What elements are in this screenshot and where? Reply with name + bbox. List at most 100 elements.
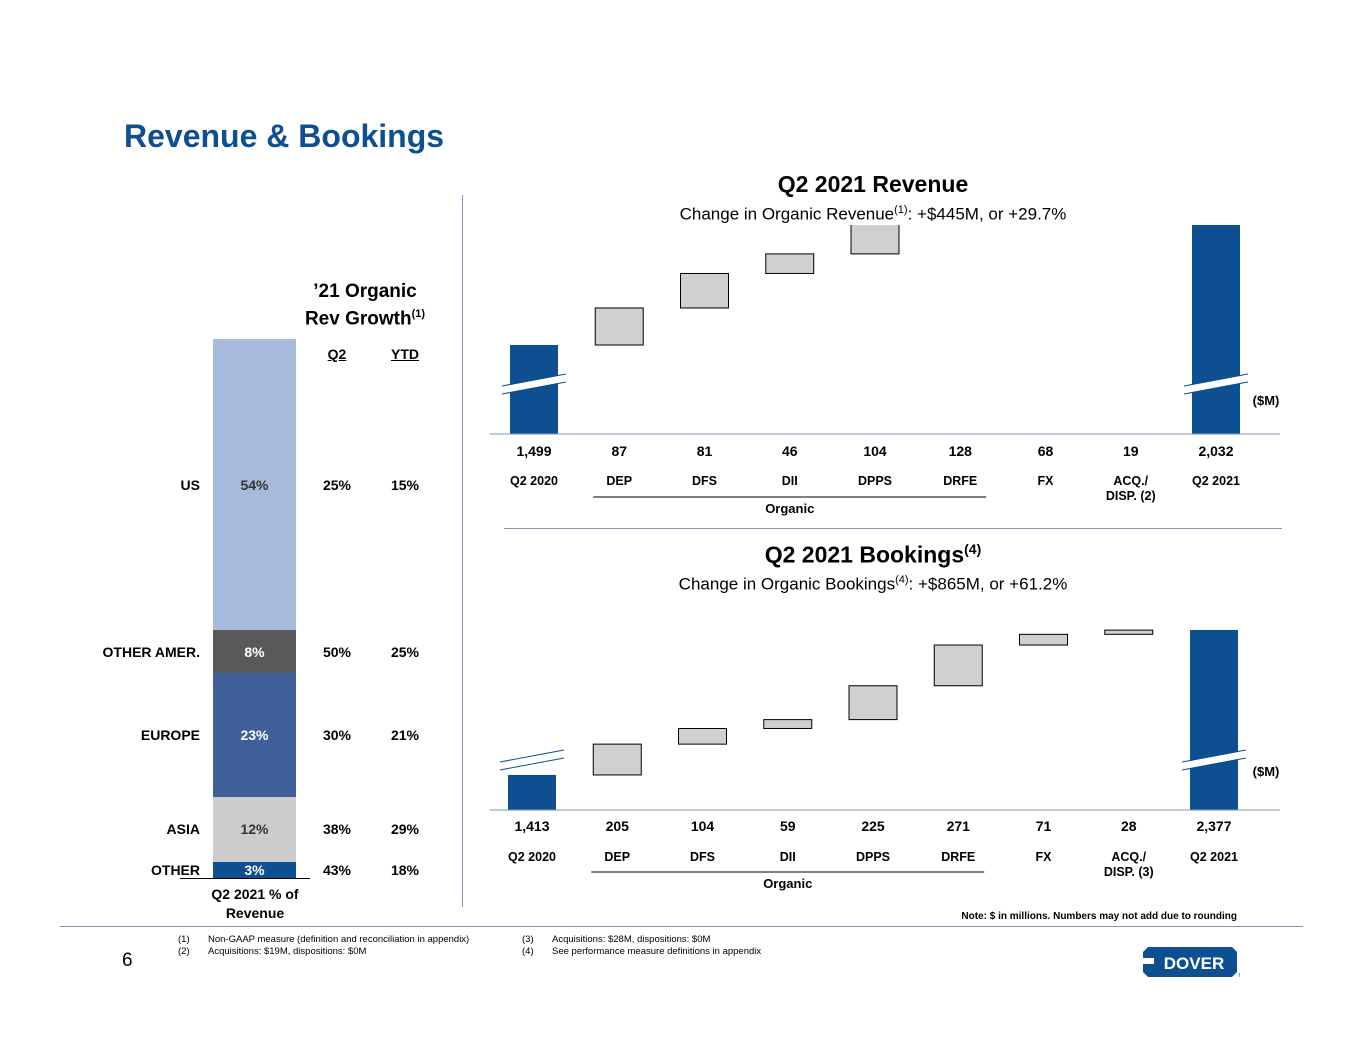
- axis-break-line: [1181, 757, 1247, 771]
- waterfall-value-label: 205: [606, 818, 630, 834]
- region-share-label: 54%: [240, 476, 269, 493]
- waterfall-category-label: DRFE: [941, 850, 975, 864]
- svg-text:®: ®: [1238, 972, 1240, 978]
- organic-group-label: Organic: [765, 501, 814, 516]
- waterfall-delta-bar: [678, 727, 727, 745]
- unit-label: ($M): [1253, 393, 1280, 408]
- waterfall-delta-bar: [592, 743, 642, 776]
- waterfall-category-label: FX: [1038, 474, 1055, 488]
- waterfall-value-label: 2,377: [1196, 818, 1231, 834]
- footnote-1-text: Non-GAAP measure (definition and reconci…: [208, 934, 470, 945]
- waterfall-category-label: DII: [780, 850, 796, 864]
- region-segment: [213, 861, 296, 878]
- bookings-subtitle-pre: Change in Organic Bookings: [678, 574, 896, 594]
- bookings-title-text: Q2 2021 Bookings: [764, 541, 965, 568]
- vertical-divider: [462, 195, 463, 907]
- page-number: 6: [122, 950, 133, 971]
- axis-break-line: [1181, 749, 1247, 763]
- waterfall-value-label: 87: [611, 443, 627, 459]
- footnote-note: Note: $ in millions. Numbers may not add…: [961, 911, 1237, 922]
- growth-title-line2: Rev Growth: [304, 308, 412, 330]
- footnote-2-text: Acquisitions: $19M, dispositions: $0M: [208, 946, 367, 957]
- waterfall-delta-bar: [933, 644, 983, 687]
- region-bar-baseline: [180, 878, 310, 879]
- waterfall-category-label: Q2 2020: [508, 850, 556, 864]
- region-share-label: 3%: [244, 862, 265, 878]
- charts-divider: [504, 528, 1282, 529]
- region-bar-caption-line1: Q2 2021 % of: [211, 886, 299, 902]
- revenue-subtitle-post: : +$445M, or +29.7%: [907, 204, 1067, 224]
- axis-break-line: [499, 749, 565, 763]
- waterfall-value-label: 68: [1038, 443, 1054, 459]
- region-growth-q2: 30%: [322, 727, 352, 744]
- waterfall-category-label: DFS: [692, 474, 717, 488]
- waterfall-category-label: Q2 2020: [510, 474, 558, 488]
- waterfall-value-label: 104: [863, 443, 887, 459]
- region-growth-q2: 43%: [322, 862, 352, 878]
- region-growth-ytd: 29%: [390, 821, 420, 838]
- waterfall-category-label: DII: [782, 474, 798, 488]
- region-bar-caption: Q2 2021 % of Revenue: [190, 885, 320, 923]
- revenue-chart-subtitle: Change in Organic Revenue(1): +$445M, or…: [523, 204, 1223, 225]
- waterfall-delta-bar: [850, 225, 900, 255]
- region-label: OTHER AMER.: [102, 643, 200, 660]
- waterfall-delta-bar: [594, 307, 644, 346]
- axis-break-mark: [1183, 374, 1249, 394]
- growth-title-sup: (1): [411, 308, 426, 320]
- axis-break-mark: [499, 750, 565, 770]
- unit-label: ($M): [1253, 764, 1280, 779]
- bookings-waterfall-chart: 1,413 Q2 2020 205 DEP 104 DFS 59 DII 225 DPPS 271 D…: [490, 629, 1280, 891]
- waterfall-value-label: 271: [947, 818, 971, 834]
- region-growth-ytd: 25%: [390, 643, 420, 660]
- waterfall-total-bar: [1192, 225, 1240, 434]
- revenue-waterfall-chart: 1,499 Q2 2020 87 DEP 81 DFS 46 DII 104 DPPS 128 DRF…: [490, 225, 1280, 516]
- axis-break-line: [499, 757, 565, 771]
- region-growth-ytd: 18%: [390, 862, 420, 878]
- waterfall-delta-bar: [848, 685, 898, 721]
- waterfall-delta-bar: [1104, 629, 1154, 635]
- waterfall-value-label: 71: [1036, 818, 1052, 834]
- region-share-label: 12%: [240, 821, 269, 838]
- region-growth-q2: 25%: [322, 476, 352, 493]
- waterfall-delta-bar: [763, 719, 813, 729]
- revenue-chart-title: Q2 2021 Revenue: [777, 171, 969, 197]
- waterfall-category-label: DRFE: [943, 474, 977, 488]
- region-growth-ytd: 21%: [390, 727, 420, 744]
- waterfall-delta-bar: [680, 272, 729, 309]
- region-label: OTHER: [151, 862, 200, 878]
- axis-break-mark: [501, 374, 567, 394]
- region-segment: [213, 797, 296, 862]
- waterfall-category-label: DISP. (3): [1104, 865, 1154, 879]
- logo-text: DOVER: [1164, 954, 1224, 973]
- region-label: EUROPE: [140, 727, 200, 744]
- waterfall-value-label: 46: [782, 443, 798, 459]
- waterfall-value-label: 2,032: [1198, 443, 1233, 459]
- col-header-q2: Q2: [327, 346, 347, 362]
- revenue-subtitle-pre: Change in Organic Revenue: [679, 204, 895, 224]
- waterfall-category-label: FX: [1036, 850, 1053, 864]
- footnote-1-num: (1): [178, 934, 190, 945]
- waterfall-value-label: 59: [780, 818, 796, 834]
- footnote-2-num: (2): [178, 946, 190, 957]
- waterfall-category-label: ACQ./: [1111, 850, 1146, 864]
- region-share-label: 23%: [240, 727, 269, 744]
- growth-title: ’21 Organic Rev Growth(1): [300, 280, 430, 330]
- revenue-subtitle-sup: (1): [894, 204, 908, 216]
- waterfall-category-label: DPPS: [858, 474, 892, 488]
- waterfall-value-label: 104: [691, 818, 715, 834]
- waterfall-category-label: DEP: [604, 850, 630, 864]
- footnote-4-num: (4): [522, 946, 534, 957]
- waterfall-category-label: ACQ./: [1113, 474, 1148, 488]
- region-share-label: 8%: [244, 643, 265, 660]
- waterfall-total-bar: [1190, 629, 1238, 810]
- axis-break-line: [501, 373, 567, 387]
- waterfall-category-label: Q2 2021: [1190, 850, 1238, 864]
- waterfall-category-label: DEP: [606, 474, 632, 488]
- region-segment: [213, 630, 296, 674]
- dover-logo: DOVER ®: [1140, 947, 1240, 978]
- bookings-chart-subtitle: Change in Organic Bookings(4): +$865M, o…: [523, 574, 1223, 595]
- waterfall-category-label: Q2 2021: [1192, 474, 1240, 488]
- waterfall-category-label: DPPS: [856, 850, 890, 864]
- waterfall-value-label: 81: [697, 443, 713, 459]
- waterfall-value-label: 1,499: [516, 443, 551, 459]
